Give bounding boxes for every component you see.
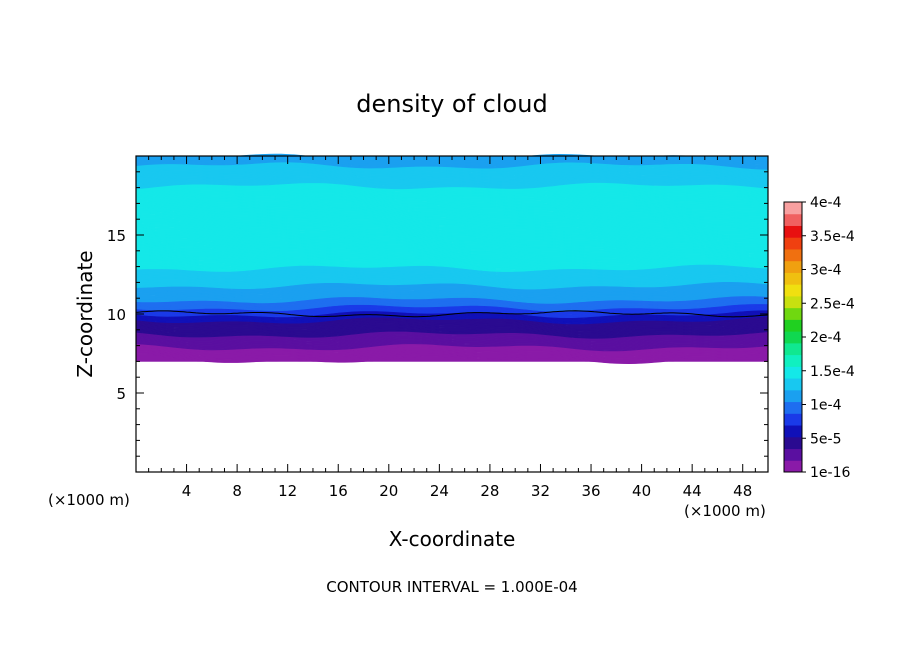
x-tick-label: 48 <box>733 482 752 500</box>
contour-field <box>135 153 769 365</box>
y-tick-label: 10 <box>107 306 126 324</box>
colorbar-segment <box>784 342 802 356</box>
colorbar-label: 4e-4 <box>810 195 842 211</box>
x-tick-label: 12 <box>278 482 297 500</box>
y-tick-label: 15 <box>107 227 126 245</box>
colorbar-segment <box>784 272 802 285</box>
colorbar-label: 2e-4 <box>810 330 842 346</box>
x-tick-label: 28 <box>480 482 499 500</box>
colorbar-label: 1e-16 <box>810 465 850 481</box>
colorbar-segment <box>784 248 802 262</box>
colorbar-segment <box>784 354 802 367</box>
x-unit-left: (×1000 m) <box>48 491 130 509</box>
colorbar-segment <box>784 202 802 215</box>
x-tick-label: 32 <box>531 482 550 500</box>
x-tick-label: 4 <box>182 482 192 500</box>
colorbar-label: 3.5e-4 <box>810 229 855 245</box>
colorbar-segment <box>784 460 802 473</box>
x-tick-label: 8 <box>232 482 242 500</box>
colorbar-segment <box>784 401 802 414</box>
colorbar-segment <box>784 295 802 309</box>
x-tick-label: 36 <box>581 482 600 500</box>
x-axis: 4 8 12 16 20 24 28 32 36 40 44 48 <box>148 156 756 500</box>
colorbar-segment <box>784 413 802 426</box>
colorbar-label: 2.5e-4 <box>810 296 855 312</box>
colorbar-segment <box>784 307 802 320</box>
colorbar-segment <box>784 225 802 238</box>
y-tick-label: 5 <box>116 385 126 403</box>
colorbar-segment <box>784 389 802 403</box>
colorbar-segment <box>784 213 802 226</box>
colorbar-segment <box>784 436 802 450</box>
y-axis: 5 10 15 <box>107 171 768 457</box>
contour-line <box>135 310 769 318</box>
x-tick-label: 44 <box>683 482 702 500</box>
colorbar-segment <box>784 284 802 297</box>
colorbar-label: 1e-4 <box>810 398 842 414</box>
x-unit-right: (×1000 m) <box>684 502 766 520</box>
colorbar: 1e-16 5e-5 1e-4 1.5e-4 2e-4 2.5e-4 3e-4 3.5e-4 4… <box>783 195 855 481</box>
x-tick-label: 20 <box>379 482 398 500</box>
colorbar-label: 5e-5 <box>810 431 841 447</box>
colorbar-segment <box>784 237 802 250</box>
x-axis-label: X-coordinate <box>389 527 516 551</box>
y-axis-label: Z-coordinate <box>73 250 97 377</box>
x-tick-label: 40 <box>632 482 651 500</box>
colorbar-label: 3e-4 <box>810 263 842 279</box>
colorbar-label: 1.5e-4 <box>810 364 855 380</box>
contour-interval-footer: CONTOUR INTERVAL = 1.000E-04 <box>326 578 577 596</box>
colorbar-segment <box>784 378 802 391</box>
chart-title: density of cloud <box>356 90 547 118</box>
colorbar-segment <box>784 319 802 332</box>
colorbar-segment <box>784 366 802 379</box>
colorbar-segment <box>784 425 802 438</box>
x-tick-label: 24 <box>430 482 449 500</box>
colorbar-segment <box>784 331 802 344</box>
colorbar-segment <box>784 448 802 461</box>
colorbar-segment <box>784 260 802 273</box>
x-tick-label: 16 <box>329 482 348 500</box>
